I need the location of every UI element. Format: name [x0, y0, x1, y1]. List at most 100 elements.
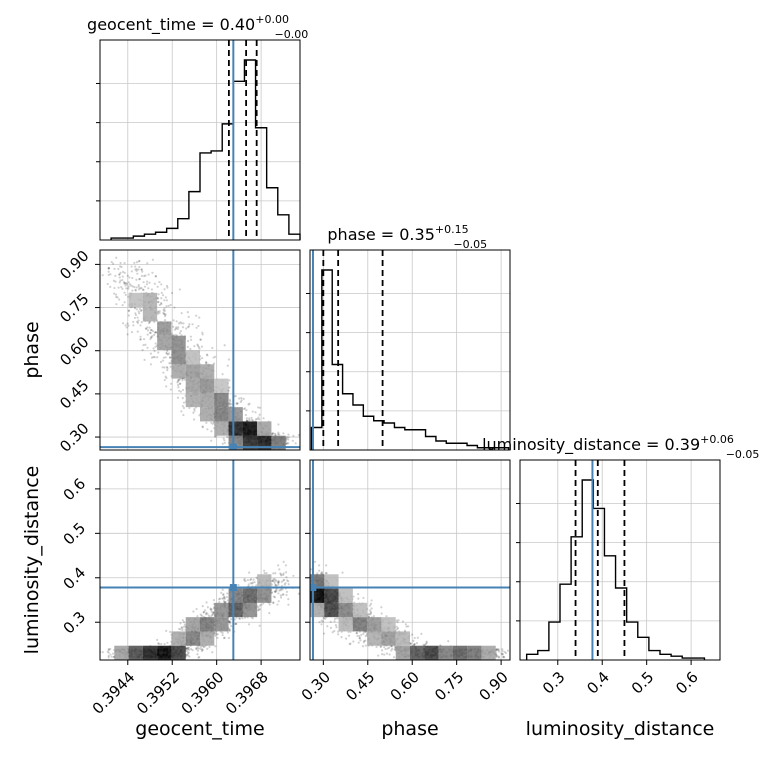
- sample-point: [385, 615, 388, 618]
- sample-point: [268, 603, 271, 606]
- sample-point: [154, 274, 157, 278]
- sample-point: [272, 572, 275, 575]
- sample-point: [212, 362, 216, 365]
- sample-point: [152, 347, 155, 350]
- sample-point: [180, 312, 183, 315]
- sample-point: [110, 260, 113, 264]
- sample-point: [294, 442, 297, 445]
- sample-point: [221, 442, 224, 445]
- sample-point: [265, 571, 268, 575]
- sample-point: [195, 326, 198, 329]
- sample-point: [221, 588, 224, 591]
- sample-point: [200, 649, 204, 653]
- sample-point: [275, 589, 278, 592]
- sample-point: [198, 414, 201, 417]
- sample-point: [504, 651, 508, 655]
- sample-point: [284, 564, 287, 567]
- sample-point: [138, 312, 141, 315]
- sample-point: [394, 646, 397, 649]
- sample-point: [282, 593, 285, 596]
- sample-point: [375, 645, 378, 649]
- sample-point: [218, 597, 222, 600]
- sample-point: [169, 362, 172, 365]
- sample-point: [158, 280, 161, 284]
- sample-point: [137, 268, 140, 271]
- sample-point: [201, 426, 204, 429]
- sample-point: [495, 655, 498, 659]
- sample-point: [205, 611, 208, 614]
- sample-point: [274, 590, 277, 593]
- sample-point: [176, 381, 179, 384]
- sample-point: [183, 623, 187, 626]
- sample-point: [206, 354, 209, 357]
- sample-point: [248, 418, 251, 422]
- sample-point: [268, 612, 271, 615]
- sample-point: [179, 622, 182, 625]
- xaxis-label-luminosity_distance: luminosity_distance: [526, 718, 715, 740]
- sample-point: [196, 646, 199, 649]
- sample-point: [277, 433, 280, 436]
- sample-point: [144, 343, 147, 346]
- sample-point: [425, 641, 428, 645]
- density-cell: [185, 617, 200, 632]
- sample-point: [287, 433, 290, 436]
- sample-point: [131, 289, 134, 292]
- sample-point: [114, 280, 117, 283]
- sample-point: [193, 345, 196, 348]
- sample-point: [297, 433, 300, 437]
- sample-point: [211, 613, 214, 617]
- sample-point: [186, 326, 190, 329]
- sample-point: [178, 627, 181, 631]
- sample-point: [239, 400, 242, 403]
- sample-point: [106, 650, 109, 653]
- sample-point: [228, 398, 231, 401]
- sample-point: [254, 418, 258, 421]
- sample-point: [364, 639, 367, 642]
- sample-point: [329, 626, 333, 629]
- sample-point: [179, 390, 183, 393]
- sample-point: [146, 326, 149, 329]
- sample-point: [119, 265, 122, 268]
- sample-point: [257, 608, 260, 611]
- sample-point: [247, 403, 250, 406]
- sample-point: [212, 611, 215, 614]
- sample-point: [169, 388, 172, 391]
- sample-point: [258, 413, 261, 416]
- sample-point: [160, 642, 163, 646]
- sample-point: [156, 300, 160, 304]
- density-cell: [185, 378, 200, 393]
- sample-point: [107, 270, 110, 273]
- sample-point: [349, 642, 352, 645]
- sample-point: [227, 636, 231, 640]
- sample-point: [107, 267, 110, 270]
- sample-point: [393, 648, 396, 651]
- sample-point: [186, 311, 189, 314]
- sample-point: [185, 653, 188, 657]
- sample-point: [256, 417, 259, 421]
- sample-point: [113, 286, 116, 290]
- sample-point: [238, 617, 241, 620]
- sample-point: [383, 645, 386, 649]
- sample-point: [285, 571, 288, 574]
- sample-point: [224, 600, 227, 604]
- sample-point: [107, 648, 111, 652]
- sample-point: [221, 373, 224, 376]
- panels-layer: [96, 39, 721, 661]
- sample-point: [191, 649, 194, 652]
- sample-point: [146, 329, 150, 332]
- sample-point: [198, 316, 201, 319]
- sample-point: [205, 421, 208, 424]
- sample-point: [280, 588, 283, 591]
- sample-point: [172, 319, 175, 322]
- sample-point: [258, 604, 261, 607]
- sample-point: [228, 629, 231, 632]
- density-cell: [171, 631, 186, 646]
- sample-point: [157, 642, 160, 645]
- sample-point: [318, 569, 321, 572]
- title-minus-phase: −0.05: [453, 238, 487, 251]
- sample-point: [147, 287, 150, 290]
- sample-point: [124, 284, 127, 287]
- sample-point: [138, 307, 142, 310]
- sample-point: [210, 608, 213, 611]
- sample-point: [271, 432, 274, 435]
